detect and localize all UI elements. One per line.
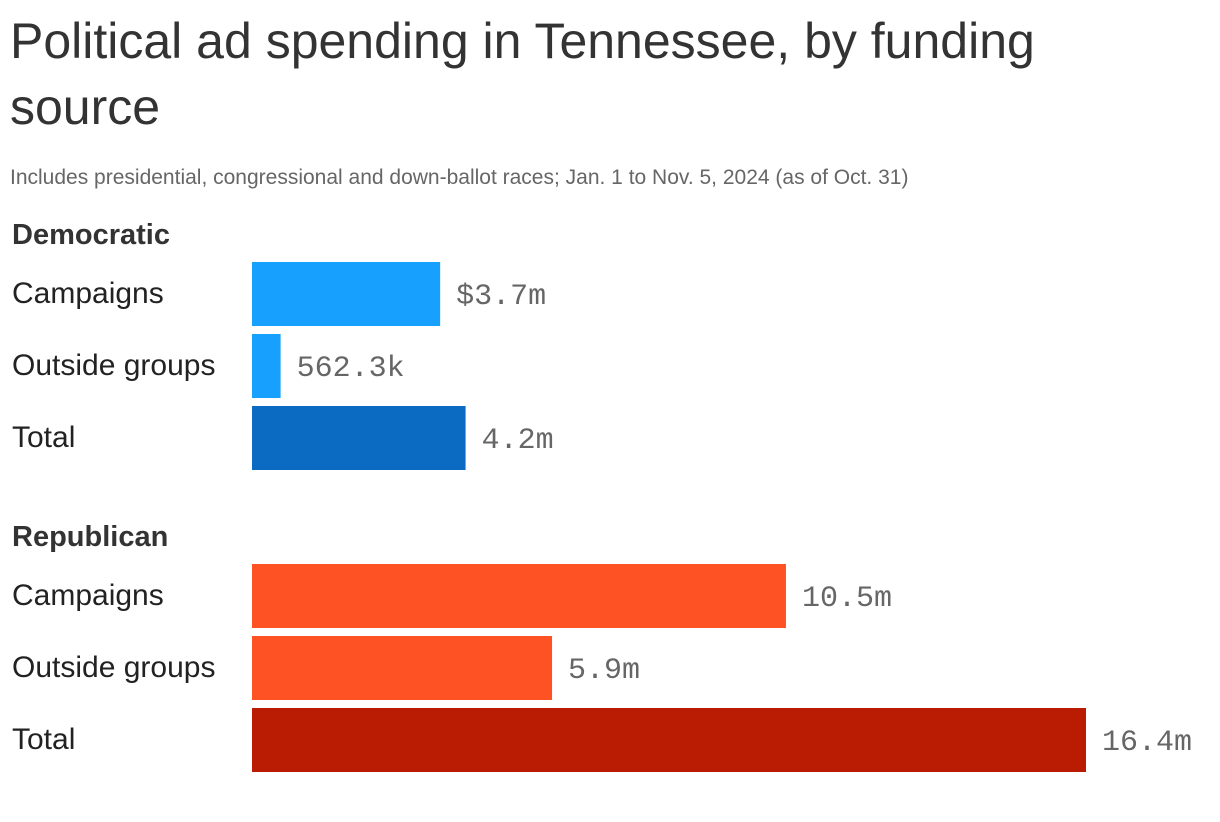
value-label-republican-campaigns: 10.5m	[802, 582, 892, 616]
group-label-republican: Republican	[12, 521, 168, 553]
bar-republican-outside-groups	[252, 636, 553, 700]
category-label-republican-total: Total	[12, 723, 75, 756]
bar-republican-campaigns	[252, 564, 786, 628]
value-label-democratic-campaigns: $3.7m	[456, 280, 546, 314]
category-label-republican-outside-groups: Outside groups	[12, 651, 215, 684]
value-label-republican-outside-groups: 5.9m	[568, 654, 640, 688]
category-label-republican-campaigns: Campaigns	[12, 579, 164, 612]
bar-democratic-total	[252, 406, 466, 470]
value-label-democratic-total: 4.2m	[482, 424, 554, 458]
value-label-democratic-outside-groups: 562.3k	[297, 352, 405, 386]
bar-democratic-outside-groups	[252, 334, 281, 398]
bar-republican-total	[252, 708, 1086, 772]
value-label-republican-total: 16.4m	[1102, 726, 1192, 760]
bar-democratic-campaigns	[252, 262, 441, 326]
chart-title: Political ad spending in Tennessee, by f…	[10, 13, 1035, 135]
chart-subtitle: Includes presidential, congressional and…	[10, 166, 909, 189]
category-label-democratic-outside-groups: Outside groups	[12, 349, 215, 382]
category-label-democratic-total: Total	[12, 421, 75, 454]
category-label-democratic-campaigns: Campaigns	[12, 277, 164, 310]
group-label-democratic: Democratic	[12, 219, 170, 251]
